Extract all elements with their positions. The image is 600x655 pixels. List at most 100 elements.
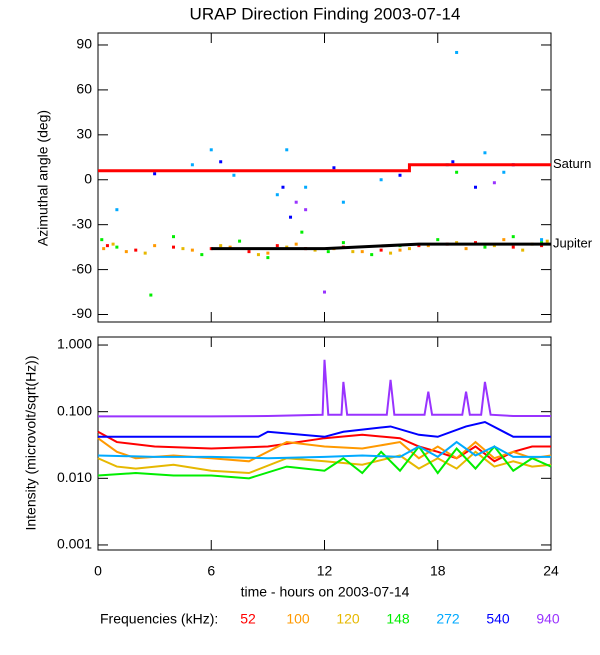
point bbox=[289, 215, 293, 219]
y-tick-label: 90 bbox=[76, 36, 92, 52]
point bbox=[451, 160, 455, 164]
point bbox=[238, 239, 242, 243]
point bbox=[294, 200, 298, 204]
point bbox=[285, 148, 289, 152]
point bbox=[304, 185, 308, 189]
point bbox=[455, 50, 459, 54]
point bbox=[266, 251, 270, 255]
point bbox=[464, 247, 468, 251]
y-axis-label: Intensity (microvolt/sqrt(Hz)) bbox=[23, 355, 39, 530]
point bbox=[360, 250, 364, 254]
point bbox=[124, 250, 128, 254]
line-label: Jupiter bbox=[553, 236, 593, 251]
reference-line bbox=[211, 242, 551, 251]
point bbox=[209, 148, 213, 152]
x-axis-label: time - hours on 2003-07-14 bbox=[241, 584, 410, 600]
point bbox=[492, 181, 496, 185]
x-tick-label: 12 bbox=[317, 563, 333, 579]
point bbox=[190, 163, 194, 167]
point bbox=[304, 208, 308, 212]
point bbox=[153, 244, 157, 248]
point bbox=[115, 245, 119, 249]
point bbox=[256, 253, 260, 257]
intensity-line bbox=[97, 440, 551, 460]
point bbox=[502, 238, 506, 242]
y-tick-label: 1.000 bbox=[57, 336, 92, 352]
y-tick-label: 0.100 bbox=[57, 402, 92, 418]
point bbox=[100, 238, 104, 242]
x-tick-label: 24 bbox=[543, 563, 559, 579]
legend-label: 940 bbox=[536, 611, 560, 627]
point bbox=[351, 250, 355, 254]
legend-label: 540 bbox=[486, 611, 510, 627]
intensity-line bbox=[97, 450, 552, 475]
point bbox=[232, 173, 236, 177]
y-axis-label: Azimuthal angle (deg) bbox=[35, 110, 51, 246]
point bbox=[172, 245, 175, 249]
point bbox=[474, 185, 477, 189]
y-tick-label: 60 bbox=[76, 81, 92, 97]
point bbox=[102, 247, 106, 251]
point bbox=[323, 290, 326, 294]
point bbox=[511, 245, 515, 249]
intensity-line bbox=[98, 359, 551, 418]
intensity-line bbox=[97, 430, 551, 463]
point bbox=[190, 248, 194, 252]
point bbox=[436, 238, 440, 242]
point bbox=[105, 244, 109, 248]
point bbox=[502, 170, 506, 174]
point bbox=[545, 239, 549, 243]
x-tick-label: 6 bbox=[207, 563, 215, 579]
point bbox=[483, 151, 487, 155]
point bbox=[172, 235, 175, 239]
y-tick-label: -90 bbox=[72, 305, 92, 321]
point bbox=[379, 178, 383, 182]
point bbox=[275, 193, 279, 197]
point bbox=[455, 170, 459, 174]
point bbox=[153, 172, 157, 176]
plot-frame bbox=[97, 32, 552, 323]
y-tick-label: -60 bbox=[72, 260, 92, 276]
point bbox=[511, 235, 515, 239]
point bbox=[407, 247, 411, 251]
point bbox=[281, 185, 285, 189]
point bbox=[219, 160, 223, 164]
line-label: Saturn bbox=[553, 156, 591, 171]
intensity-line bbox=[98, 420, 551, 438]
point bbox=[341, 200, 345, 204]
legend-label: 100 bbox=[286, 611, 310, 627]
point bbox=[398, 173, 402, 177]
point bbox=[398, 248, 402, 252]
point bbox=[275, 244, 279, 248]
point bbox=[143, 251, 147, 255]
y-tick-label: 0.001 bbox=[57, 536, 92, 552]
point bbox=[326, 250, 330, 254]
y-tick-label: 0 bbox=[84, 170, 92, 186]
point bbox=[540, 238, 544, 242]
y-tick-label: -30 bbox=[72, 215, 92, 231]
x-tick-label: 18 bbox=[430, 563, 446, 579]
point bbox=[483, 245, 487, 249]
point bbox=[200, 253, 204, 257]
y-tick-label: 30 bbox=[76, 126, 92, 142]
point bbox=[521, 248, 525, 252]
point bbox=[300, 230, 304, 234]
point bbox=[247, 250, 251, 254]
point bbox=[134, 248, 138, 252]
y-tick-label: 0.010 bbox=[57, 469, 92, 485]
chart-title: URAP Direction Finding 2003-07-14 bbox=[190, 4, 461, 23]
point bbox=[389, 251, 393, 255]
reference-line bbox=[98, 163, 551, 173]
point bbox=[111, 242, 115, 246]
point bbox=[181, 247, 185, 251]
point bbox=[294, 242, 298, 246]
legend-label: 272 bbox=[436, 611, 460, 627]
x-tick-label: 0 bbox=[94, 563, 102, 579]
point bbox=[332, 166, 336, 170]
legend-label: 148 bbox=[386, 611, 410, 627]
point bbox=[219, 244, 223, 248]
point bbox=[341, 241, 345, 245]
legend-title: Frequencies (kHz): bbox=[100, 611, 218, 627]
point bbox=[370, 253, 374, 257]
